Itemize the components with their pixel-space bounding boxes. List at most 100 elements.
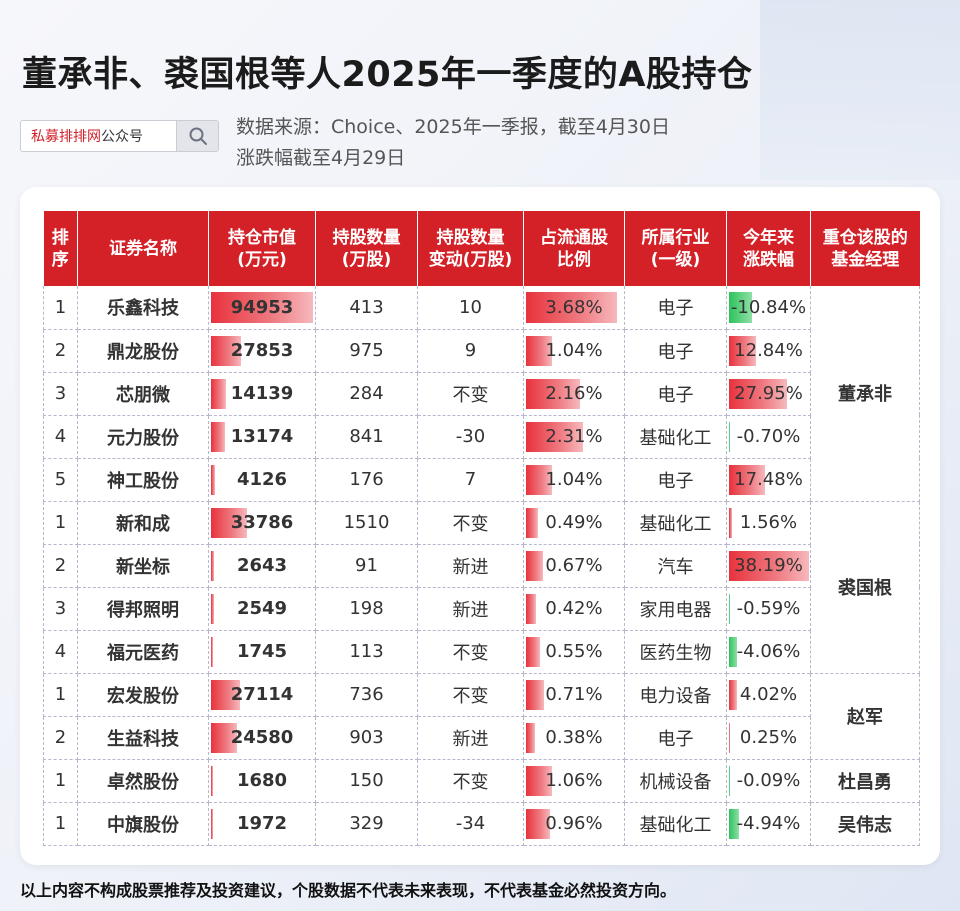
row-seq: 3: [43, 372, 78, 416]
search-suffix: 公众号: [101, 129, 143, 145]
float-ratio-value: 0.55%: [545, 641, 603, 662]
header-share-change: 持股数量 变动(万股): [417, 211, 524, 286]
ytd-change-value: -4.94%: [736, 813, 801, 834]
table-row: 4 福元医药 1745 113 不变 0.55% 医药生物 -4.06%: [43, 630, 920, 674]
stock-name: 中旗股份: [77, 802, 209, 846]
ytd-change: 12.84%: [726, 329, 811, 373]
market-value: 4126: [208, 458, 316, 502]
table-row: 4 元力股份 13174 841 -30 2.31% 基础化工 -0.70%: [43, 415, 920, 459]
market-value: 27114: [208, 673, 316, 717]
row-seq: 1: [43, 759, 78, 803]
float-ratio-value: 1.04%: [545, 469, 603, 490]
table-header-row: 排序 证券名称 持仓市值 (万元) 持股数量 (万股) 持股数量 变动(万股) 占流通…: [43, 211, 920, 286]
ytd-change-value: 27.95%: [734, 383, 803, 404]
table-row: 1 宏发股份 27114 736 不变 0.71% 电力设备 4.02% 赵军: [43, 673, 920, 760]
market-value: 14139: [208, 372, 316, 416]
share-count: 150: [315, 759, 418, 803]
share-count: 284: [315, 372, 418, 416]
market-value: 1745: [208, 630, 316, 674]
float-ratio-bar: [526, 507, 539, 538]
share-count: 198: [315, 587, 418, 631]
stock-name: 得邦照明: [77, 587, 209, 631]
row-seq: 1: [43, 802, 78, 846]
market-value-value: 2549: [236, 598, 288, 619]
market-value-value: 1680: [236, 770, 288, 791]
ytd-change: 1.56%: [726, 501, 811, 545]
float-ratio-bar: [526, 335, 552, 366]
table-row: 5 神工股份 4126 176 7 1.04% 电子 17.48%: [43, 458, 920, 502]
market-value-bar: [211, 593, 214, 624]
search-button[interactable]: [176, 121, 218, 151]
industry: 电子: [624, 458, 727, 502]
industry: 电子: [624, 716, 727, 760]
ytd-change-value: 0.25%: [739, 727, 798, 748]
row-seq: 1: [43, 501, 78, 545]
table-row: 3 芯朋微 14139 284 不变 2.16% 电子 27.95%: [43, 372, 920, 416]
row-seq: 1: [43, 286, 78, 330]
market-value: 24580: [208, 716, 316, 760]
ytd-change-bar: [729, 636, 738, 667]
stock-name: 卓然股份: [77, 759, 209, 803]
float-ratio: 0.42%: [523, 587, 625, 631]
ytd-change-bar: [729, 765, 730, 796]
market-value-value: 27114: [230, 684, 294, 705]
ytd-change-value: -4.06%: [736, 641, 801, 662]
industry: 电子: [624, 372, 727, 416]
share-count: 113: [315, 630, 418, 674]
source-line-1: 数据来源：Choice、2025年一季报，截至4月30日: [236, 116, 670, 138]
share-count: 975: [315, 329, 418, 373]
market-value: 2549: [208, 587, 316, 631]
stock-name: 乐鑫科技: [77, 286, 209, 330]
market-value-value: 4126: [236, 469, 288, 490]
float-ratio-value: 0.67%: [545, 555, 603, 576]
market-value-bar: [211, 292, 313, 323]
row-seq: 4: [43, 415, 78, 459]
float-ratio: 0.49%: [523, 501, 625, 545]
ytd-change: -4.06%: [726, 630, 811, 674]
header-float-ratio: 占流通股 比例: [523, 211, 625, 286]
share-change: -30: [417, 415, 524, 459]
stock-name: 新坐标: [77, 544, 209, 588]
fund-manager: 杜昌勇: [810, 759, 920, 803]
float-ratio-bar: [526, 550, 543, 581]
market-value-value: 33786: [230, 512, 294, 533]
ytd-change: 27.95%: [726, 372, 811, 416]
stock-name: 元力股份: [77, 415, 209, 459]
share-count: 1510: [315, 501, 418, 545]
data-source: 数据来源：Choice、2025年一季报，截至4月30日 涨跌幅截至4月29日: [236, 112, 670, 174]
industry: 机械设备: [624, 759, 727, 803]
ytd-change: 38.19%: [726, 544, 811, 588]
holdings-table: 排序 证券名称 持仓市值 (万元) 持股数量 (万股) 持股数量 变动(万股) 占流通…: [43, 211, 920, 846]
row-seq: 2: [43, 329, 78, 373]
float-ratio-value: 2.31%: [545, 426, 603, 447]
header-decoration: [760, 0, 960, 180]
header-shares: 持股数量 (万股): [315, 211, 418, 286]
row-seq: 2: [43, 544, 78, 588]
row-seq: 1: [43, 673, 78, 717]
float-ratio-value: 0.96%: [545, 813, 603, 834]
search-box[interactable]: 私募排排网公众号: [20, 120, 219, 152]
market-value-value: 1972: [236, 813, 288, 834]
share-change: 不变: [417, 673, 524, 717]
header-seq: 排序: [43, 211, 78, 286]
table-row: 1 卓然股份 1680 150 不变 1.06% 机械设备 -0.09% 杜昌勇: [43, 759, 920, 803]
share-change: 9: [417, 329, 524, 373]
float-ratio: 0.67%: [523, 544, 625, 588]
header-ytd: 今年来 涨跌幅: [726, 211, 811, 286]
row-seq: 4: [43, 630, 78, 674]
ytd-change-value: 12.84%: [734, 340, 803, 361]
ytd-change-bar: [729, 335, 756, 366]
ytd-change: -0.70%: [726, 415, 811, 459]
market-value: 94953: [208, 286, 316, 330]
ytd-change: -10.84%: [726, 286, 811, 330]
share-change: 不变: [417, 501, 524, 545]
market-value-bar: [211, 679, 241, 710]
float-ratio-bar: [526, 464, 552, 495]
ytd-change-value: 4.02%: [739, 684, 798, 705]
market-value: 1680: [208, 759, 316, 803]
float-ratio-value: 1.04%: [545, 340, 603, 361]
float-ratio-bar: [526, 679, 544, 710]
stock-name: 芯朋微: [77, 372, 209, 416]
ytd-change-bar: [729, 679, 738, 710]
row-seq: 5: [43, 458, 78, 502]
